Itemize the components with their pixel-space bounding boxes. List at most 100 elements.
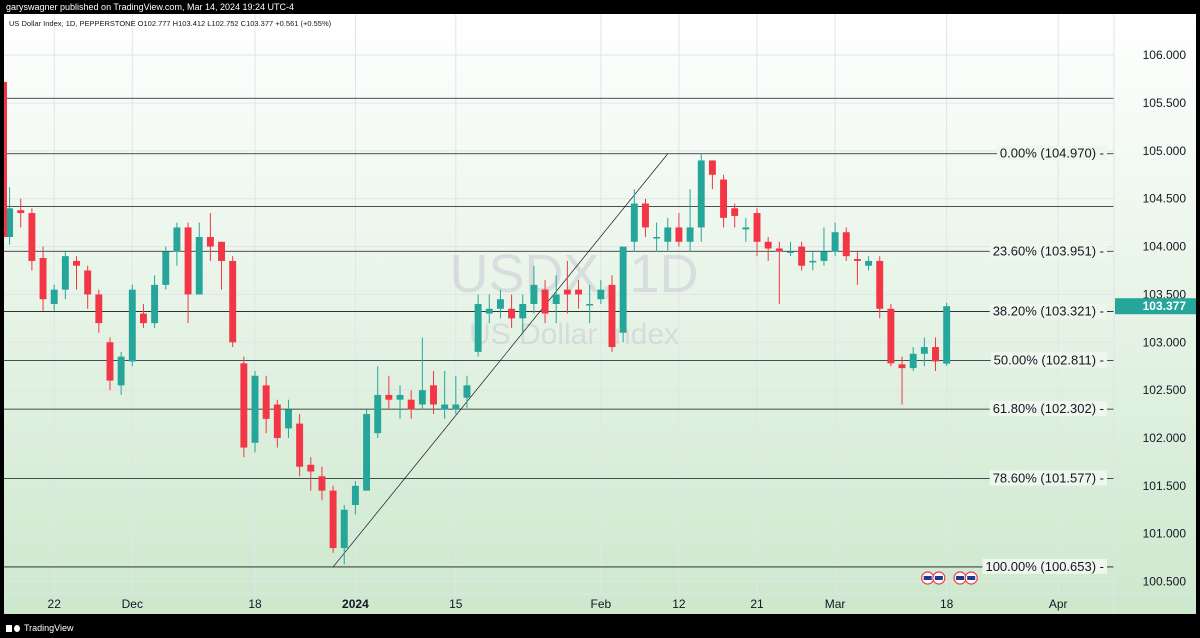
candle-down bbox=[218, 241, 225, 261]
time-tick-label: 18 bbox=[940, 597, 954, 611]
candle-up bbox=[530, 284, 538, 304]
candle-up bbox=[742, 227, 750, 230]
symbol-legend: US Dollar Index, 1D, PEPPERSTONE O102.77… bbox=[9, 19, 332, 28]
candle-down bbox=[932, 347, 939, 362]
fib-level-label: 100.00% (100.653) - bbox=[985, 559, 1104, 574]
candle-down bbox=[307, 464, 315, 472]
candle-up bbox=[50, 289, 58, 304]
candle-down bbox=[842, 232, 850, 257]
time-tick-label: Dec bbox=[122, 597, 143, 611]
candle-down bbox=[853, 259, 861, 261]
fib-level-label: 50.00% (102.811) - bbox=[994, 352, 1104, 367]
candle-up bbox=[173, 227, 181, 252]
candle-up bbox=[485, 308, 493, 314]
tradingview-logo-icon bbox=[6, 624, 20, 633]
candle-up bbox=[909, 353, 917, 369]
price-tick-label: 106.000 bbox=[1143, 48, 1187, 62]
publisher-text: garyswagner published on TradingView.com… bbox=[6, 2, 294, 12]
candle-down bbox=[262, 385, 270, 419]
candle-down bbox=[720, 179, 728, 218]
us-flag-icon-stripe bbox=[967, 576, 976, 580]
footer-bar: TradingView bbox=[0, 614, 1200, 634]
candle-down bbox=[876, 260, 884, 309]
time-tick-label: 22 bbox=[48, 597, 62, 611]
price-tick-label: 101.000 bbox=[1143, 527, 1187, 541]
candle-down bbox=[273, 404, 281, 438]
candle-up bbox=[865, 260, 873, 266]
fib-level-label: 78.60% (101.577) - bbox=[993, 470, 1104, 485]
candle-down bbox=[385, 394, 393, 400]
fib-label-background bbox=[989, 303, 1107, 319]
candle-down bbox=[329, 490, 337, 549]
candle-down bbox=[430, 385, 437, 405]
candle-up bbox=[686, 227, 694, 242]
time-tick-label: Apr bbox=[1049, 597, 1068, 611]
candle-up bbox=[251, 375, 259, 443]
price-tick-label: 105.000 bbox=[1143, 144, 1187, 158]
candle-down bbox=[608, 284, 616, 348]
candle-up bbox=[374, 394, 382, 434]
candle-up bbox=[519, 304, 527, 319]
time-tick-label: Feb bbox=[590, 597, 611, 611]
candle-down bbox=[563, 289, 571, 295]
publisher-bar: garyswagner published on TradingView.com… bbox=[0, 0, 1200, 14]
candle-up bbox=[586, 304, 594, 306]
candle-down bbox=[184, 227, 192, 295]
candles-layer bbox=[4, 81, 951, 565]
price-tick-label: 102.500 bbox=[1143, 383, 1187, 397]
time-tick-label: Mar bbox=[825, 597, 846, 611]
candle-down bbox=[17, 210, 25, 214]
fib-level-label: 23.60% (103.951) - bbox=[993, 243, 1104, 258]
current-price-label: 103.377 bbox=[1143, 299, 1187, 313]
candle-down bbox=[775, 248, 783, 252]
time-tick-label: 18 bbox=[248, 597, 262, 611]
event-icons bbox=[921, 571, 978, 585]
tradingview-logo[interactable]: TradingView bbox=[6, 618, 74, 638]
candle-up bbox=[653, 237, 661, 239]
price-tick-label: 103.000 bbox=[1143, 335, 1187, 349]
time-axis[interactable]: 22 Dec 18 2024 15 Feb 12 21 Mar 18 Apr bbox=[4, 593, 1196, 611]
horizontal-lines-layer bbox=[4, 97, 1114, 568]
candle-down bbox=[95, 294, 103, 324]
candle-up bbox=[664, 227, 672, 242]
candle-up bbox=[6, 208, 14, 238]
time-tick-label: 21 bbox=[750, 597, 764, 611]
fib-level-label: 38.20% (103.321) - bbox=[993, 304, 1104, 319]
candle-up bbox=[820, 251, 828, 261]
time-tick-label: 15 bbox=[449, 597, 463, 611]
candle-down bbox=[206, 237, 214, 247]
fib-label-background bbox=[996, 145, 1107, 161]
candle-down bbox=[229, 260, 237, 343]
candle-up bbox=[619, 246, 627, 333]
candle-up bbox=[920, 347, 928, 354]
candle-up bbox=[441, 404, 449, 410]
candle-down bbox=[798, 246, 806, 266]
candle-down bbox=[318, 476, 326, 491]
chart-area[interactable]: USDX, 1D US Dollar Index 0.00% (104.970)… bbox=[4, 14, 1196, 614]
fib-label-background bbox=[982, 558, 1107, 574]
fib-label-background bbox=[989, 243, 1107, 259]
candle-up bbox=[61, 256, 69, 290]
trendline bbox=[332, 153, 669, 568]
fib-label-background bbox=[990, 352, 1107, 368]
watermark: USDX, 1D US Dollar Index bbox=[449, 244, 698, 351]
candle-up bbox=[597, 289, 605, 300]
candle-up bbox=[496, 299, 504, 309]
candle-down bbox=[84, 270, 92, 295]
chart-svg[interactable]: USDX, 1D US Dollar Index 0.00% (104.970)… bbox=[4, 14, 1196, 614]
candle-down bbox=[708, 160, 716, 175]
candle-up bbox=[151, 284, 159, 324]
price-tick-label: 102.000 bbox=[1143, 431, 1187, 445]
watermark-symbol: USDX, 1D bbox=[449, 244, 698, 304]
candle-down bbox=[73, 260, 80, 266]
candle-up bbox=[831, 232, 839, 252]
us-flag-icon-stripe bbox=[923, 576, 932, 580]
current-price-tag bbox=[1115, 298, 1196, 315]
candle-up bbox=[943, 306, 951, 364]
candle-up bbox=[463, 385, 471, 398]
candle-down bbox=[28, 213, 36, 261]
price-axis[interactable]: 106.000 105.500 105.000 104.500 104.000 103.5… bbox=[1113, 14, 1196, 614]
candle-down bbox=[106, 342, 114, 381]
candle-up bbox=[363, 414, 371, 491]
